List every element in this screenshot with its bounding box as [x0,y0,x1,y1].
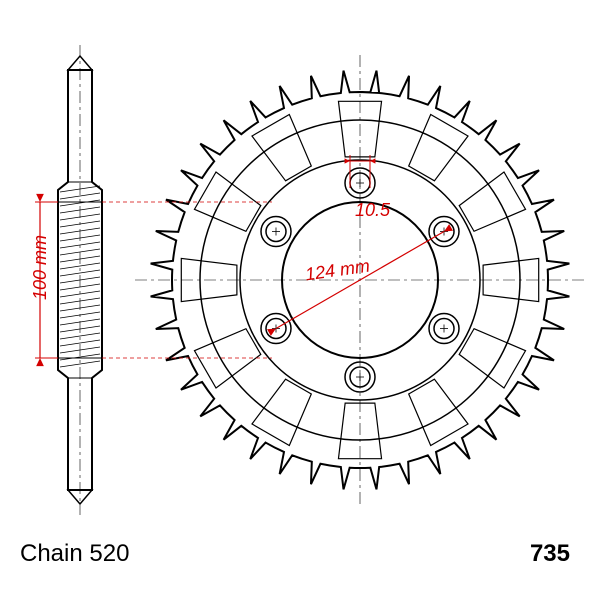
dim-bolt-hole: 10.5 [355,200,390,221]
part-number: 735 [530,540,570,568]
side-view [58,45,102,515]
sprocket-drawing [0,0,600,600]
dim-center-bore: 100 mm [30,235,51,300]
chain-label: Chain 520 [20,540,129,568]
